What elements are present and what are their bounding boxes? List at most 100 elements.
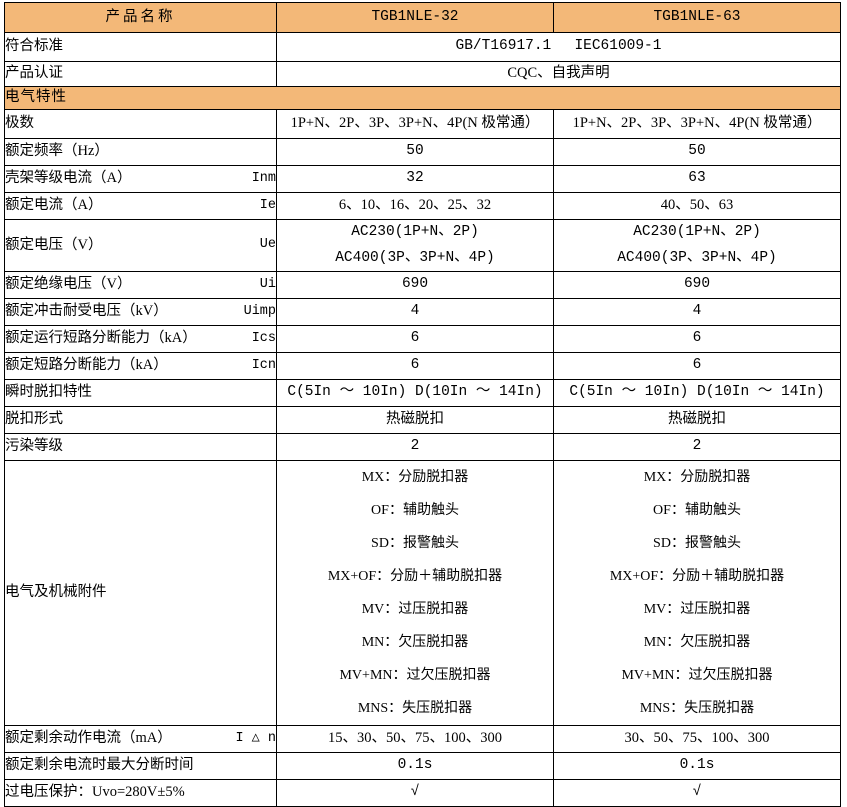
- label-text: 产品认证: [5, 65, 63, 82]
- accessory-line: OF：辅助触头: [653, 503, 741, 519]
- row-label-icn: 额定短路分断能力（kA） Icn: [4, 352, 277, 381]
- table-row-frequency: 额定频率（Hz） 50 50: [4, 137, 841, 166]
- table-row-certification: 产品认证 CQC、自我声明: [4, 61, 841, 87]
- row-label-break-time: 额定剩余电流时最大分断时间: [4, 752, 277, 781]
- accessory-line: MNS：失压脱扣器: [357, 701, 473, 717]
- row-label-overvoltage-protection: 过电压保护：Uvo=280V±5%: [4, 779, 277, 807]
- value-overvoltage-32: √: [276, 779, 554, 807]
- accessory-line: SD：报警触头: [371, 536, 459, 552]
- label-symbol: Uimp: [243, 304, 276, 320]
- value-residual-current-32: 15、30、50、75、100、300: [276, 725, 554, 754]
- value-overvoltage-63: √: [553, 779, 841, 807]
- row-label-frequency: 额定频率（Hz）: [4, 137, 277, 166]
- table-row-accessories: 电气及机械附件 MX：分励脱扣器 OF：辅助触头 SD：报警触头 MX+OF：分…: [4, 460, 841, 727]
- value-residual-current-63: 30、50、75、100、300: [553, 725, 841, 754]
- row-label-residual-current: 额定剩余动作电流（mA） I △ n: [4, 725, 277, 754]
- row-label-impulse-voltage: 额定冲击耐受电压（kV） Uimp: [4, 298, 277, 327]
- accessory-line: MX：分励脱扣器: [643, 470, 751, 486]
- table-row-ics: 额定运行短路分断能力（kA） Ics 6 6: [4, 325, 841, 354]
- value-break-time-32: 0.1s: [276, 752, 554, 781]
- accessory-line: MV+MN：过欠压脱扣器: [339, 668, 491, 684]
- value-ics-32: 6: [276, 325, 554, 354]
- table-row-impulse-voltage: 额定冲击耐受电压（kV） Uimp 4 4: [4, 298, 841, 327]
- label-text: 壳架等级电流（A）: [5, 169, 132, 186]
- table-row-insulation-voltage: 额定绝缘电压（V） Ui 690 690: [4, 271, 841, 300]
- label-symbol: Ics: [251, 331, 276, 347]
- accessory-line: MV：过压脱扣器: [361, 602, 469, 618]
- value-rated-current-63: 40、50、63: [553, 191, 841, 220]
- value-pollution-degree-32: 2: [276, 433, 554, 462]
- row-label-rated-voltage: 额定电压（V） Ue: [4, 218, 277, 273]
- table-row-overvoltage-protection: 过电压保护：Uvo=280V±5% √ √: [4, 779, 841, 807]
- value-rated-current-32: 6、10、16、20、25、32: [276, 191, 554, 220]
- accessory-line: OF：辅助触头: [371, 503, 459, 519]
- row-label-insulation-voltage: 额定绝缘电压（V） Ui: [4, 271, 277, 300]
- spec-table-body: 产品名称 TGB1NLE-32 TGB1NLE-63 符合标准 GB/T1691…: [4, 2, 841, 807]
- table-row-pollution-degree: 污染等级 2 2: [4, 433, 841, 462]
- row-label-accessories: 电气及机械附件: [4, 460, 277, 727]
- value-rated-voltage-63: AC230(1P+N、2P) AC400(3P、3P+N、4P): [553, 218, 841, 273]
- table-row-break-time: 额定剩余电流时最大分断时间 0.1s 0.1s: [4, 752, 841, 781]
- value-frequency-63: 50: [553, 137, 841, 166]
- label-symbol: Ie: [259, 197, 276, 213]
- label-symbol: Inm: [251, 170, 276, 186]
- value-trip-type-32: 热磁脱扣: [276, 406, 554, 435]
- label-text: 额定剩余电流时最大分断时间: [5, 757, 194, 774]
- value-line: AC230(1P+N、2P): [351, 223, 479, 240]
- value-trip-type-63: 热磁脱扣: [553, 406, 841, 435]
- table-row-rated-voltage: 额定电压（V） Ue AC230(1P+N、2P) AC400(3P、3P+N、…: [4, 218, 841, 273]
- label-text: 额定频率（Hz）: [5, 142, 109, 159]
- label-symbol: Icn: [251, 358, 276, 374]
- value-accessories-32: MX：分励脱扣器 OF：辅助触头 SD：报警触头 MX+OF：分励＋辅助脱扣器 …: [276, 460, 554, 727]
- value-line: AC400(3P、3P+N、4P): [617, 249, 777, 266]
- row-label-certification: 产品认证: [4, 61, 277, 87]
- accessory-line: MX+OF：分励＋辅助脱扣器: [609, 569, 785, 585]
- label-symbol: Ue: [259, 237, 276, 253]
- row-label-instant-trip: 瞬时脱扣特性: [4, 379, 277, 408]
- label-text: 额定电流（A）: [5, 196, 103, 213]
- label-text: 过电压保护：Uvo=280V±5%: [5, 784, 185, 801]
- value-poles-32: 1P+N、2P、3P、3P+N、4P(N 极常通）: [276, 108, 554, 139]
- accessory-line: MN：欠压脱扣器: [643, 635, 751, 651]
- label-text: 额定短路分断能力（kA）: [5, 357, 168, 374]
- row-label-ics: 额定运行短路分断能力（kA） Ics: [4, 325, 277, 354]
- table-row-rated-current: 额定电流（A） Ie 6、10、16、20、25、32 40、50、63: [4, 191, 841, 220]
- accessory-line: MNS：失压脱扣器: [639, 701, 755, 717]
- accessory-line: MX：分励脱扣器: [361, 470, 469, 486]
- table-row-icn: 额定短路分断能力（kA） Icn 6 6: [4, 352, 841, 381]
- value-line: AC230(1P+N、2P): [633, 223, 761, 240]
- label-text: 污染等级: [5, 438, 63, 455]
- row-label-rated-current: 额定电流（A） Ie: [4, 191, 277, 220]
- value-frame-current-63: 63: [553, 164, 841, 193]
- value-pollution-degree-63: 2: [553, 433, 841, 462]
- label-text: 额定冲击耐受电压（kV）: [5, 303, 168, 320]
- label-text: 极数: [5, 114, 34, 131]
- accessory-line: MX+OF：分励＋辅助脱扣器: [327, 569, 503, 585]
- table-row-frame-current: 壳架等级电流（A） Inm 32 63: [4, 164, 841, 193]
- row-label-standards: 符合标准: [4, 32, 277, 62]
- value-poles-63: 1P+N、2P、3P、3P+N、4P(N 极常通）: [553, 108, 841, 139]
- value-accessories-63: MX：分励脱扣器 OF：辅助触头 SD：报警触头 MX+OF：分励＋辅助脱扣器 …: [553, 460, 841, 727]
- section-title-electrical: 电气特性: [4, 86, 841, 110]
- value-standards: GB/T16917.1 IEC61009-1: [276, 32, 841, 62]
- value-frequency-32: 50: [276, 137, 554, 166]
- value-frame-current-32: 32: [276, 164, 554, 193]
- table-header-row: 产品名称 TGB1NLE-32 TGB1NLE-63: [4, 2, 841, 33]
- accessory-line: SD：报警触头: [653, 536, 741, 552]
- header-model-63: TGB1NLE-63: [553, 2, 841, 33]
- label-text: 瞬时脱扣特性: [5, 384, 92, 401]
- value-line: AC400(3P、3P+N、4P): [335, 249, 495, 266]
- row-label-poles: 极数: [4, 108, 277, 139]
- value-certification: CQC、自我声明: [276, 61, 841, 87]
- table-row-residual-current: 额定剩余动作电流（mA） I △ n 15、30、50、75、100、300 3…: [4, 725, 841, 754]
- row-label-frame-current: 壳架等级电流（A） Inm: [4, 164, 277, 193]
- row-label-pollution-degree: 污染等级: [4, 433, 277, 462]
- value-icn-63: 6: [553, 352, 841, 381]
- accessory-line: MV+MN：过欠压脱扣器: [621, 668, 773, 684]
- value-impulse-voltage-32: 4: [276, 298, 554, 327]
- label-symbol: I △ n: [235, 731, 276, 747]
- label-text: 符合标准: [5, 38, 63, 55]
- table-row-instant-trip: 瞬时脱扣特性 C(5In ～ 10In) D(10In ～ 14In) C(5I…: [4, 379, 841, 408]
- table-row-poles: 极数 1P+N、2P、3P、3P+N、4P(N 极常通） 1P+N、2P、3P、…: [4, 108, 841, 139]
- label-text: 脱扣形式: [5, 411, 63, 428]
